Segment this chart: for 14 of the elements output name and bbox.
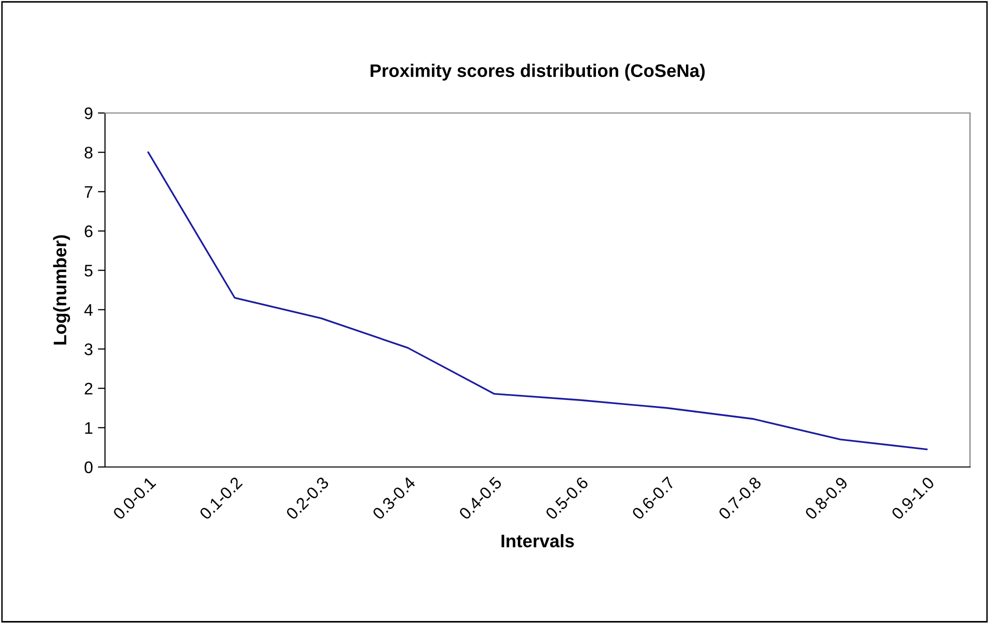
y-tick-label: 5 [84, 264, 92, 277]
y-tick-label: 7 [84, 186, 92, 198]
x-axis-title: Intervals [502, 534, 574, 548]
y-tick-label: 8 [84, 146, 92, 159]
y-axis-title: Log(number) [53, 235, 70, 344]
y-tick-label: 1 [85, 422, 92, 434]
y-tick-label: 0 [84, 461, 93, 474]
y-tick-label: 3 [84, 343, 92, 356]
y-tick-label: 2 [84, 382, 92, 394]
y-tick-label: 9 [84, 107, 92, 120]
line-series [147, 152, 928, 450]
y-tick-label: 4 [84, 304, 93, 316]
y-tick-label: 6 [84, 225, 92, 238]
chart-title: Proximity scores distribution (CoSeNa) [370, 64, 705, 81]
